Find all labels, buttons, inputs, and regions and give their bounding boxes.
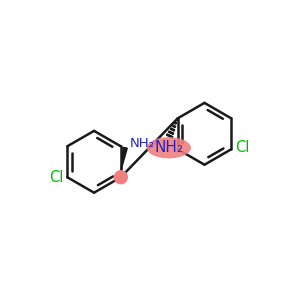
Ellipse shape: [147, 137, 191, 158]
Circle shape: [114, 171, 127, 184]
Polygon shape: [121, 147, 127, 171]
Polygon shape: [167, 134, 173, 138]
Text: Cl: Cl: [50, 170, 64, 185]
Polygon shape: [174, 122, 177, 124]
Polygon shape: [168, 131, 174, 134]
Polygon shape: [172, 125, 176, 128]
Polygon shape: [170, 128, 175, 131]
Text: NH₂: NH₂: [154, 140, 183, 155]
Text: NH₂: NH₂: [130, 137, 155, 150]
Text: Cl: Cl: [235, 140, 249, 155]
Polygon shape: [176, 119, 178, 121]
